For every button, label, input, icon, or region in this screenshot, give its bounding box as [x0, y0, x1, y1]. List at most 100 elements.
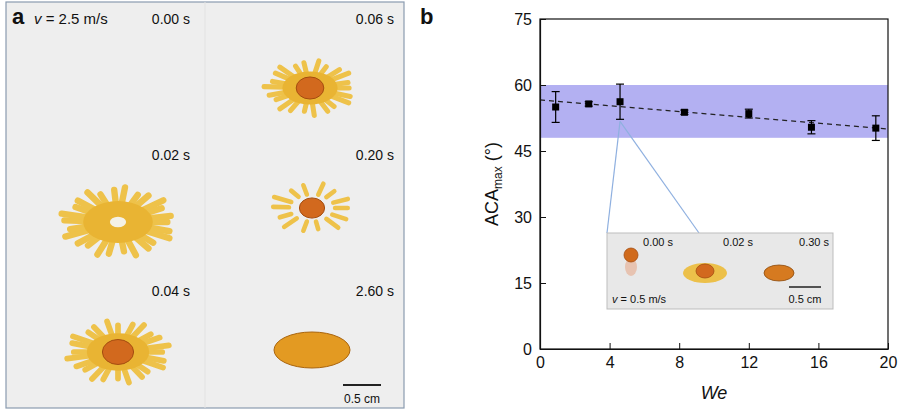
frame-time: 0.20 s [356, 147, 394, 163]
error-bar-cap [807, 120, 815, 121]
splash [264, 61, 350, 116]
error-bar-cap [552, 91, 560, 92]
error-bar-cap [616, 84, 624, 85]
error-bar [745, 109, 753, 118]
tick-label: 4 [606, 354, 615, 371]
y-title-sub: max [491, 166, 505, 189]
tick-mark [818, 343, 819, 349]
tick: 30 [514, 209, 546, 226]
frame-time: 0.02 s [152, 147, 190, 163]
scale-bar-label: 0.5 cm [344, 392, 380, 406]
tick-label: 60 [514, 77, 532, 94]
tick-mark [540, 151, 546, 152]
splash-finger [273, 205, 289, 210]
column-divider [205, 2, 206, 408]
panel-a: v = 2.5 m/s0.00 s0.02 s0.04 s0.06 s0.20 … [6, 2, 404, 408]
tick-mark [610, 343, 611, 349]
splash-finger [291, 191, 298, 197]
tick-label: 15 [514, 275, 532, 292]
tick-label: 8 [675, 354, 684, 371]
splash-sheet [87, 333, 149, 370]
y-title-base: ACA [482, 189, 502, 226]
tick-mark [679, 343, 680, 349]
panel-letter: a [12, 4, 25, 29]
splash-finger [335, 206, 348, 211]
inset: 0.00 s0.02 s0.30 sv = 0.5 m/s0.5 cm [607, 233, 833, 309]
data-point [808, 124, 815, 131]
error-bar [807, 121, 815, 134]
data-point [872, 125, 879, 132]
x-axis-title: We [701, 383, 728, 403]
error-bar-cap [745, 109, 753, 110]
splash-sheet [282, 71, 337, 104]
splash-finger [326, 219, 338, 228]
data-point [552, 104, 559, 111]
error-bar [872, 116, 880, 141]
splash-finger [316, 222, 318, 229]
tick: 15 [514, 275, 546, 292]
inset-scale-label: 0.5 cm [788, 293, 821, 305]
frame-time: 2.60 s [356, 283, 394, 299]
tick: 45 [514, 143, 546, 160]
tick: 60 [514, 77, 546, 94]
inset-frame [607, 233, 833, 309]
tick: 8 [675, 343, 684, 371]
tick-label: 75 [514, 11, 532, 28]
tick: 4 [606, 343, 615, 371]
tick: 20 [880, 343, 898, 371]
tick: 75 [514, 11, 546, 28]
error-bar-cap [552, 122, 560, 123]
splash-finger [303, 222, 307, 231]
inset-drop-spread [683, 263, 727, 283]
splash-finger [332, 215, 346, 220]
splash [67, 321, 169, 382]
splash-hole [110, 217, 126, 227]
x-axis: 048121620 [536, 343, 897, 371]
panel-letter: b [420, 4, 433, 29]
inset-drop-core [696, 264, 714, 278]
error-bar-cap [872, 140, 880, 141]
inset-scale-bar [789, 286, 821, 288]
tick-mark [749, 343, 750, 349]
splash-finger [326, 191, 334, 197]
error-bar-cap [745, 117, 753, 118]
splash-finger [303, 185, 307, 194]
panel-b: 04812162001530456075WeACAmax (°)0.00 s0.… [482, 11, 898, 403]
y-axis-title: ACAmax (°) [482, 142, 505, 226]
splash-finger [318, 184, 323, 195]
splash-finger [280, 214, 291, 217]
tick-mark [540, 283, 546, 284]
inset-leader [607, 121, 620, 233]
tick-mark [540, 19, 546, 20]
axis-line [540, 20, 541, 350]
tick-mark [540, 217, 546, 218]
inset-leader [620, 121, 699, 233]
figure: v = 2.5 m/s0.00 s0.02 s0.04 s0.06 s0.20 … [0, 0, 919, 412]
data-point [745, 110, 752, 117]
error-bar-cap [872, 115, 880, 116]
tick-label: 16 [810, 354, 828, 371]
inset-frame-time: 0.00 s [643, 236, 673, 248]
panel-a-frame [6, 2, 404, 408]
droplet-core [102, 340, 133, 365]
axis-line [541, 349, 889, 350]
tick-label: 30 [514, 209, 532, 226]
error-bar [616, 84, 624, 119]
inset-frame-time: 0.30 s [799, 236, 829, 248]
error-bar-cap [616, 119, 624, 120]
inset-drop-rest [764, 265, 794, 281]
error-bar [552, 92, 560, 123]
tick-label: 0 [536, 354, 545, 371]
inset-drop-falling [624, 248, 638, 262]
y-axis: 01530456075 [514, 11, 546, 358]
tick-mark [540, 349, 546, 350]
droplet-core [299, 198, 324, 218]
scale-bar [343, 384, 381, 386]
tick-mark [888, 343, 889, 349]
data-point [585, 100, 592, 107]
fit-line [540, 100, 888, 129]
splash-finger [284, 218, 297, 227]
y-title-unit: (°) [482, 142, 502, 166]
droplet-core [296, 77, 324, 99]
droplet-rest [274, 332, 350, 368]
